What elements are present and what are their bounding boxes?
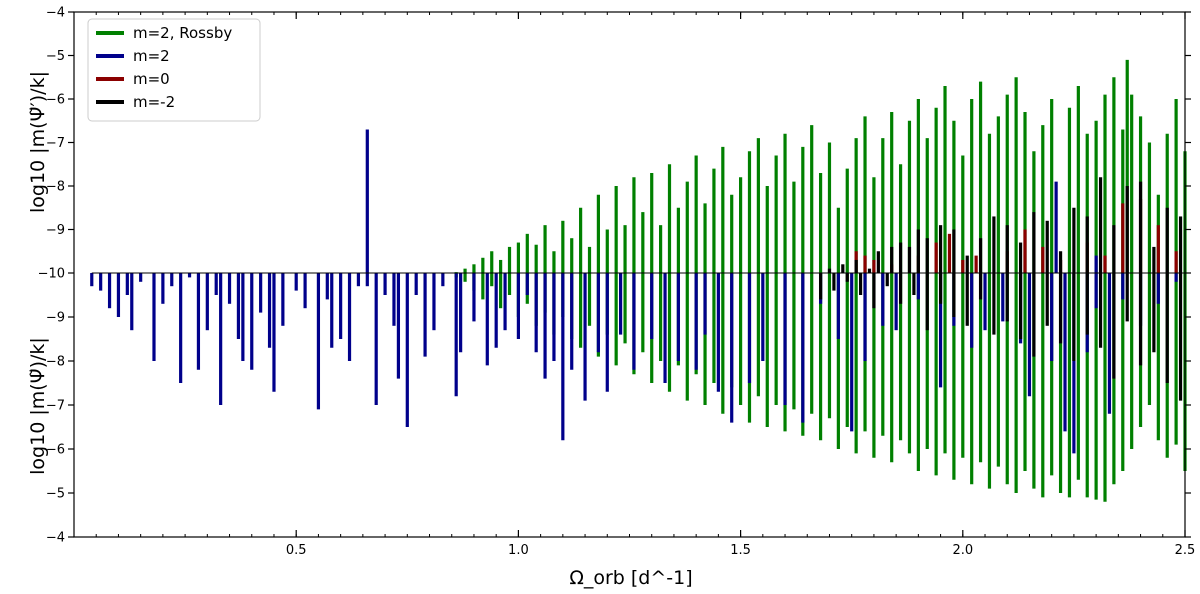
series-3 <box>818 177 1183 401</box>
x-tick-label: 1.5 <box>730 543 751 558</box>
x-tick-label: 1.0 <box>508 543 529 558</box>
y-tick-label: −8 <box>46 355 65 370</box>
ticks-layer: 0.5 1.0 1.5 2.0 2.5 −4 −5 −6 −7 −8 −9 −10 −9 −8 −7 −6 −5… <box>38 6 1196 559</box>
y-tick-label: −7 <box>46 136 65 151</box>
legend: m=2, Rossby m=2 m=0 m=-2 <box>87 18 261 122</box>
x-tick-label: 0.5 <box>286 543 307 558</box>
series-0 <box>454 59 1187 502</box>
y-tick-label: −6 <box>46 443 65 458</box>
legend-label: m=2, Rossby <box>133 24 232 42</box>
y-tick-label: −9 <box>46 311 65 326</box>
y-tick-label: −7 <box>46 399 65 414</box>
y-tick-label: −4 <box>46 531 65 546</box>
y-tick-label: −5 <box>46 487 65 502</box>
legend-label: m=2 <box>133 47 170 65</box>
x-tick-label: 2.5 <box>1175 543 1196 558</box>
y-tick-label: −6 <box>46 93 65 108</box>
legend-box <box>87 18 261 122</box>
y-axis-title-bottom: log10 |m(Ψ̃)/k| <box>27 337 49 475</box>
x-axis-title: Ω_orb [d^-1] <box>569 567 692 589</box>
legend-label: m=-2 <box>133 93 175 111</box>
series-layer <box>90 59 1187 502</box>
legend-items: m=2, Rossby m=2 m=0 m=-2 <box>96 24 232 111</box>
y-tick-label: −5 <box>46 49 65 64</box>
y-axis-title-top: log10 |m(Ψ̃′)/k| <box>27 71 49 213</box>
y-tick-label: −10 <box>38 267 65 282</box>
x-tick-label: 2.0 <box>952 543 973 558</box>
y-tick-label: −4 <box>46 6 65 21</box>
series-1 <box>90 129 1178 454</box>
y-tick-label: −9 <box>46 223 65 238</box>
legend-label: m=0 <box>133 70 170 88</box>
y-tick-label: −8 <box>46 180 65 195</box>
